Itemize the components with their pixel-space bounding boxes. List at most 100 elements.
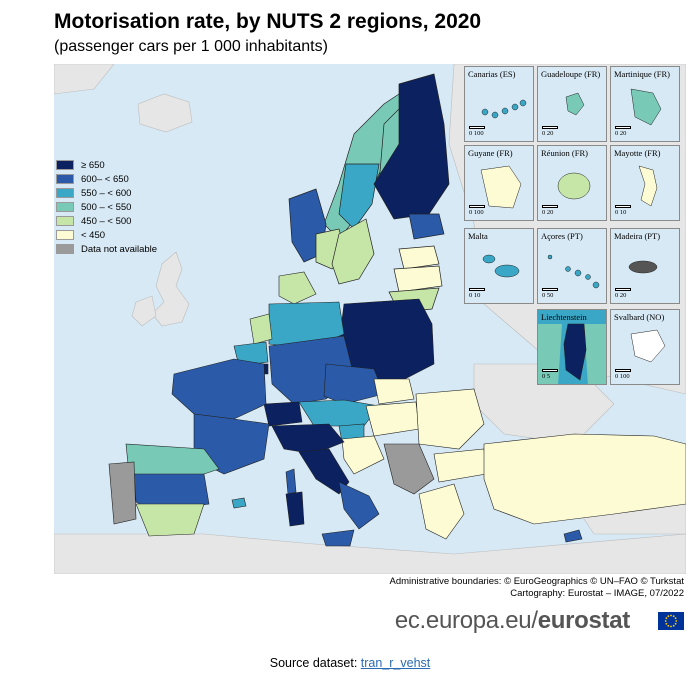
inset-title: Svalbard (NO) — [614, 312, 665, 322]
inset-title: Açores (PT) — [541, 231, 583, 241]
source-line: Source dataset: tran_r_vehst — [0, 656, 700, 670]
greenland-edge-shape — [54, 64, 115, 95]
inset-title: Liechtenstein — [541, 312, 587, 322]
legend-swatch — [56, 244, 74, 254]
legend-row: ≥ 650 — [56, 158, 157, 172]
scale-bar: 0 20 — [542, 205, 558, 216]
legend-label: ≥ 650 — [81, 159, 105, 171]
sicily — [321, 529, 355, 547]
inset-acores: Açores (PT) 0 50 — [537, 228, 607, 304]
bulgaria — [433, 448, 487, 483]
uk-shape — [151, 251, 190, 327]
website-prefix: ec.europa.eu/ — [394, 607, 538, 634]
scale-bar: 0 100 — [469, 205, 485, 216]
netherlands — [249, 313, 273, 345]
inset-guyane: Guyane (FR) 0 100 — [464, 145, 534, 221]
hungary — [365, 401, 420, 437]
inset-canarias: Canarias (ES) 0 100 — [464, 66, 534, 142]
inset-title: Malta — [468, 231, 488, 241]
inset-shape — [481, 99, 527, 119]
estonia — [398, 245, 440, 270]
inset-title: Canarias (ES) — [468, 69, 516, 79]
inset-title: Mayotte (FR) — [614, 148, 661, 158]
inset-title: Guadeloupe (FR) — [541, 69, 601, 79]
scale-bar: 0 10 — [469, 288, 485, 299]
scale-bar: 0 100 — [469, 126, 485, 137]
portugal — [108, 461, 137, 525]
credits-cartography: Cartography: Eurostat – IMAGE, 07/2022 — [510, 588, 684, 599]
scale-bar: 0 20 — [542, 126, 558, 137]
romania — [415, 388, 485, 450]
legend-swatch — [56, 202, 74, 212]
legend-swatch — [56, 188, 74, 198]
france-north — [171, 358, 267, 420]
inset-martinique: Martinique (FR) 0 20 — [610, 66, 680, 142]
inset-shape — [630, 329, 666, 363]
italy-north — [271, 423, 345, 455]
legend-label: 450 – < 500 — [81, 215, 132, 227]
inset-shape — [557, 172, 591, 200]
sweden-south — [331, 218, 375, 285]
greece — [418, 483, 465, 540]
inset-shape — [482, 254, 520, 278]
inset-title: Guyane (FR) — [468, 148, 513, 158]
switzerland — [263, 401, 303, 427]
inset-shape — [628, 260, 658, 274]
credits: Administrative boundaries: © EuroGeograp… — [389, 576, 684, 600]
inset-shape — [480, 165, 522, 209]
inset-reunion: Réunion (FR) 0 20 — [537, 145, 607, 221]
legend-swatch — [56, 174, 74, 184]
scale-bar: 0 10 — [615, 205, 631, 216]
scale-bar: 0 5 — [542, 369, 558, 380]
inset-mayotte: Mayotte (FR) 0 10 — [610, 145, 680, 221]
finland-south — [408, 213, 445, 240]
inset-madeira: Madeira (PT) 0 20 — [610, 228, 680, 304]
ireland-shape — [131, 295, 157, 327]
credits-boundaries: Administrative boundaries: © EuroGeograp… — [389, 576, 684, 587]
inset-shape — [630, 88, 662, 126]
inset-liechtenstein: Liechtenstein 0 5 — [537, 309, 607, 385]
inset-title: Réunion (FR) — [541, 148, 588, 158]
austria — [298, 399, 380, 427]
sweden-mid — [338, 163, 380, 230]
inset-title: Martinique (FR) — [614, 69, 670, 79]
inset-shape — [547, 254, 600, 289]
inset-shape — [565, 92, 585, 116]
iceland-shape — [137, 93, 193, 133]
inset-guadeloupe: Guadeloupe (FR) 0 20 — [537, 66, 607, 142]
legend-label: 550 – < 600 — [81, 187, 132, 199]
legend-row: Data not available — [56, 242, 157, 256]
legend-label: Data not available — [81, 243, 158, 255]
croatia — [341, 435, 385, 475]
inset-malta: Malta 0 10 — [464, 228, 534, 304]
eurostat-website[interactable]: ec.europa.eu/eurostat — [395, 607, 630, 635]
legend-swatch — [56, 230, 74, 240]
legend-row: < 450 — [56, 228, 157, 242]
corsica — [285, 468, 297, 495]
legend: ≥ 650 600– < 650 550 – < 600 500 – < 550… — [56, 158, 157, 256]
legend-row: 600– < 650 — [56, 172, 157, 186]
inset-shape — [638, 165, 658, 207]
source-label: Source dataset: — [269, 656, 358, 670]
legend-label: < 450 — [81, 229, 106, 241]
spain-south — [135, 503, 205, 537]
inset-svalbard: Svalbard (NO) 0 100 — [610, 309, 680, 385]
balkans-nodata — [383, 443, 435, 495]
website-brand: eurostat — [537, 607, 631, 634]
map-title: Motorisation rate, by NUTS 2 regions, 20… — [54, 10, 482, 33]
map-subtitle: (passenger cars per 1 000 inhabitants) — [54, 38, 328, 55]
cyprus — [563, 529, 583, 543]
legend-label: 500 – < 550 — [81, 201, 132, 213]
legend-row: 450 – < 500 — [56, 214, 157, 228]
czechia — [323, 363, 385, 405]
italy-south — [338, 481, 380, 530]
legend-row: 500 – < 550 — [56, 200, 157, 214]
north-africa-shape — [54, 533, 686, 574]
slovakia — [373, 378, 415, 405]
eu-flag-icon — [658, 612, 684, 630]
source-dataset-link[interactable]: tran_r_vehst — [360, 656, 431, 670]
latvia — [393, 265, 443, 293]
legend-swatch — [56, 216, 74, 226]
scale-bar: 0 20 — [615, 126, 631, 137]
sardinia — [285, 491, 305, 527]
